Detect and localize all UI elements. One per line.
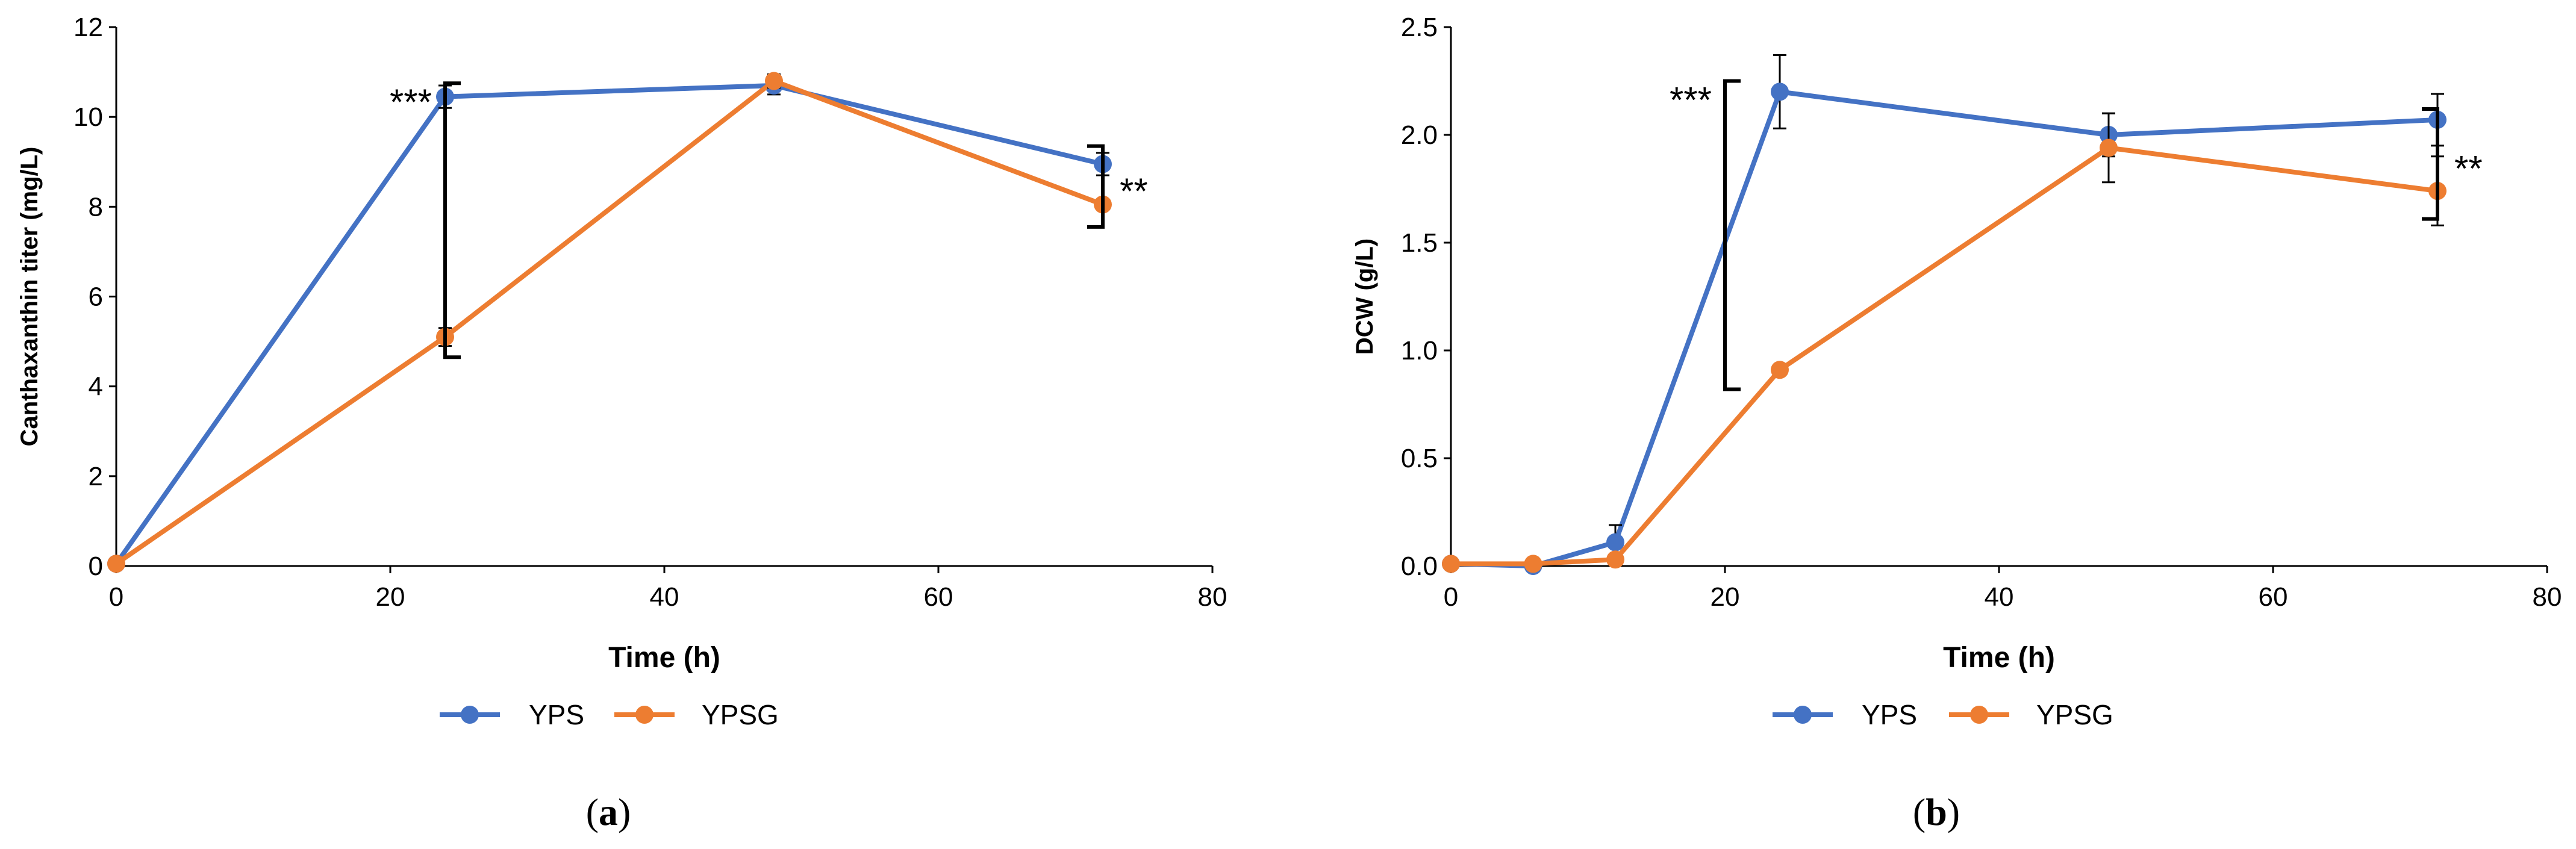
panel-b-x-tick-label: 80 [2533, 582, 2562, 612]
panel-a-legend-marker-yps [461, 706, 479, 724]
panel-a-y-tick-label: 2 [89, 462, 103, 491]
panel-a-series-ypsg-point [765, 72, 783, 90]
panel-b-y-axis-title: DCW (g/L) [1352, 238, 1378, 355]
panel-b-series-yps-point [1606, 533, 1624, 552]
panel-a-y-axis-title: Canthaxanthin titer (mg/L) [16, 147, 43, 447]
panel-a-chart: 0 2 4 6 8 10 12 0 20 40 60 80 Time (h) Canthaxanthin … [16, 13, 1227, 833]
panel-b-x-tick-label: 20 [1711, 582, 1740, 612]
panel-b-legend-marker-yps [1794, 706, 1812, 724]
panel-b-series-yps-line [1450, 89, 2438, 568]
panel-a-y-tick-label: 4 [89, 372, 103, 402]
panel-a-x-tick-label: 20 [376, 582, 405, 612]
panel-a-significance-bracket [443, 81, 461, 359]
panel-a-legend-label-yps: YPS [529, 699, 584, 730]
panel-a-series-ypsg-point [107, 555, 125, 573]
panel-b-x-tick-label: 60 [2259, 582, 2288, 612]
panel-a-y-tick-label: 0 [89, 552, 103, 581]
panel-a-y-tick-label: 12 [73, 13, 103, 42]
panel-b-series-ypsg-point [2100, 138, 2118, 157]
panel-a-panel-label: (a) [586, 791, 631, 833]
panel-b-legend-label-yps: YPS [1862, 699, 1917, 730]
panel-a-legend-label-ypsg: YPSG [702, 699, 779, 730]
panel-a-series-ypsg-line [114, 78, 1104, 566]
panel-a-x-tick-label: 60 [924, 582, 953, 612]
panel-b-significance-label: ** [2454, 148, 2483, 188]
panel-a-significance-label: ** [1120, 171, 1148, 211]
panel-b-legend-marker-ypsg [1970, 706, 1988, 724]
panel-b-series-ypsg-point [1524, 555, 1542, 573]
panel-a-significance-bracket [1087, 144, 1105, 229]
panel-a-x-tick-label: 80 [1198, 582, 1227, 612]
panel-b-legend-label-ypsg: YPSG [2036, 699, 2113, 730]
panel-b-series-ypsg-line [1451, 145, 2438, 567]
panel-a-y-tick-label: 10 [73, 102, 103, 132]
panel-b-x-axis-title: Time (h) [1943, 642, 2055, 674]
panel-a-series-yps-line [114, 82, 1103, 565]
panel-b-x-tick-label: 0 [1444, 582, 1458, 612]
panel-a-x-tick-label: 0 [109, 582, 123, 612]
panel-b-series-yps-point [1771, 82, 1789, 101]
panel-a-significance-label: *** [390, 82, 432, 122]
panel-b-panel-label: (b) [1913, 791, 1960, 833]
panel-b-series-ypsg-point [1442, 555, 1460, 573]
panel-a-x-tick-label: 40 [650, 582, 679, 612]
panel-b-significance-label: *** [1670, 80, 1712, 120]
panel-b-significance-bracket [1723, 79, 1741, 391]
panel-b-y-tick-label: 1.0 [1401, 336, 1438, 365]
panel-a-y-tick-label: 8 [89, 192, 103, 222]
panel-a-legend-marker-ypsg [635, 706, 653, 724]
panel-b-series-ypsg-point [1771, 361, 1789, 379]
panel-a-x-axis-title: Time (h) [608, 642, 720, 674]
panel-b-y-tick-label: 2.5 [1401, 13, 1438, 42]
panel-a-y-tick-label: 6 [89, 282, 103, 312]
panel-b-y-tick-label: 0.5 [1401, 444, 1438, 473]
panel-b-significance-bracket [2422, 107, 2439, 221]
panel-b-series-ypsg-point [1606, 550, 1624, 569]
panel-b-y-tick-label: 2.0 [1401, 120, 1438, 150]
panel-b-y-tick-label: 1.5 [1401, 228, 1438, 258]
panel-b-chart: 0.0 0.5 1.0 1.5 2.0 2.5 0 20 40 60 80 Time (h) DCW (… [1352, 13, 2562, 833]
panel-b-x-tick-label: 40 [1985, 582, 2014, 612]
panel-b-y-tick-label: 0.0 [1401, 552, 1438, 581]
